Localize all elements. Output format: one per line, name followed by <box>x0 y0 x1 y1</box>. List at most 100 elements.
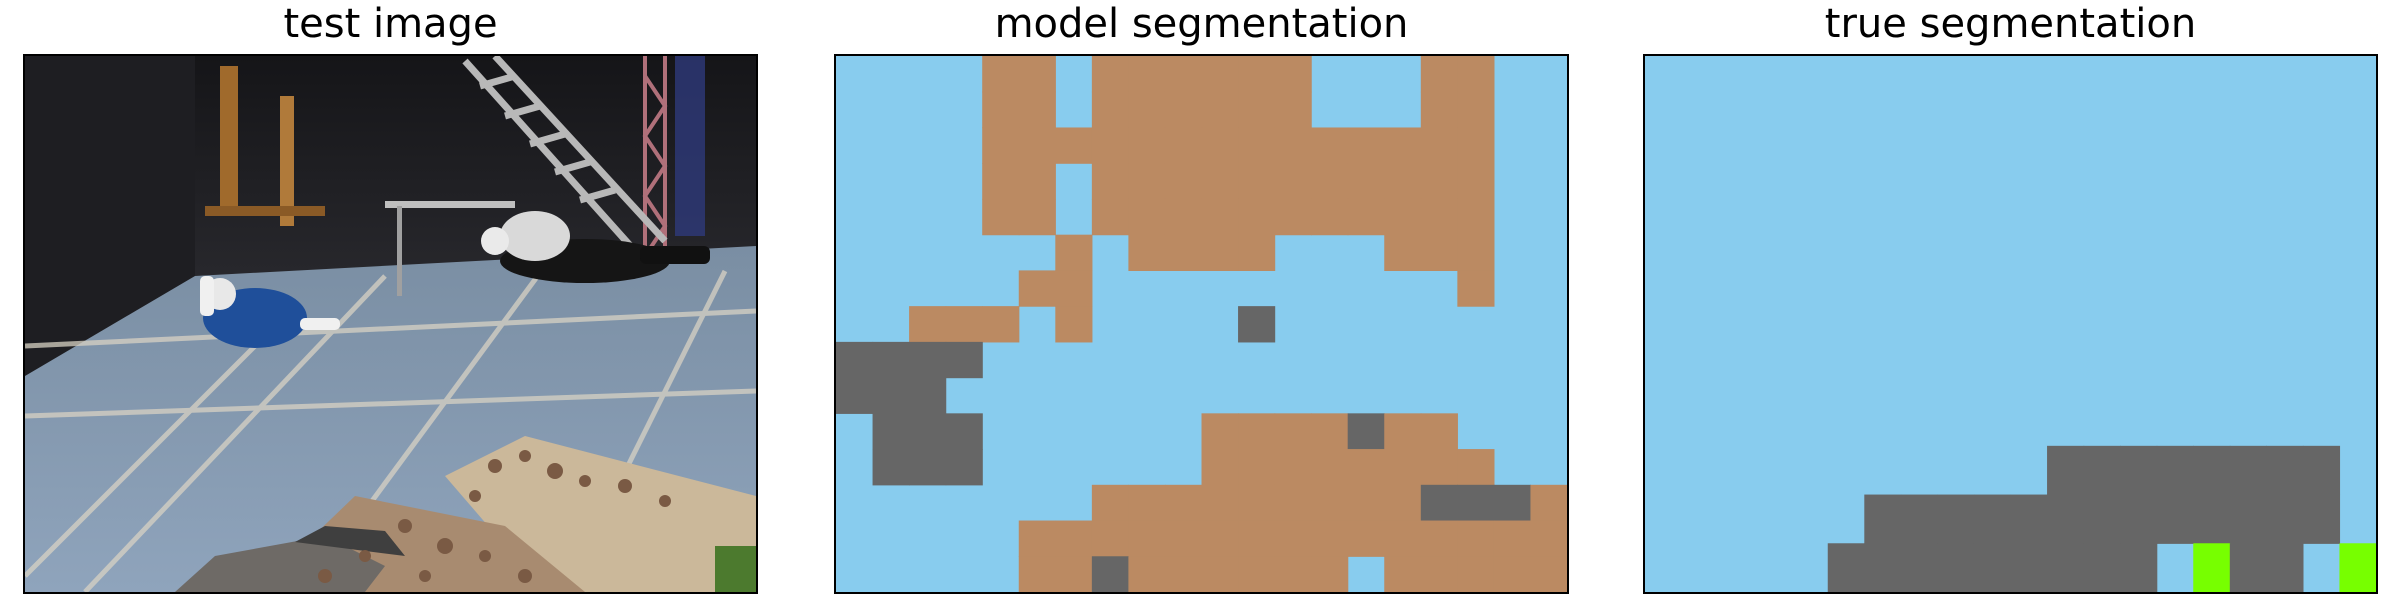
tan-cell <box>1420 413 1458 450</box>
left-wall <box>25 56 195 376</box>
tan-cell <box>1274 413 1312 450</box>
tan-cell <box>1311 413 1349 450</box>
tan-cell <box>1055 270 1093 307</box>
tan-cell <box>1274 91 1312 129</box>
gray-cell <box>2010 543 2048 592</box>
gray-cell <box>836 341 874 379</box>
tan-cell <box>1055 234 1093 271</box>
tan-cell <box>1420 56 1458 93</box>
gray-cell <box>1827 543 1865 592</box>
tan-cell <box>1311 127 1349 164</box>
tan-cell <box>982 163 1020 200</box>
tan-cell <box>1091 163 1129 200</box>
tan-cell <box>1384 413 1422 450</box>
tan-cell <box>1457 234 1495 271</box>
tan-cell <box>1018 520 1056 557</box>
model-segmentation-grid <box>836 56 1567 592</box>
tan-cell <box>1384 163 1422 200</box>
gray-cell <box>2083 543 2121 592</box>
tan-cell <box>1347 198 1385 236</box>
tan-cell <box>1091 127 1129 164</box>
gray-cell <box>1937 543 1975 592</box>
tan-cell <box>1128 484 1166 522</box>
tan-cell <box>945 306 983 343</box>
gray-cell <box>872 341 910 379</box>
tan-cell <box>1091 520 1129 557</box>
tan-cell <box>1420 198 1458 236</box>
tan-cell <box>1384 449 1422 486</box>
tan-cell <box>1274 449 1312 486</box>
tan-cell <box>1384 484 1422 522</box>
truss <box>642 56 668 266</box>
tan-cell <box>1164 198 1203 236</box>
tan-cell <box>1018 56 1056 93</box>
tan-cell <box>1457 270 1495 307</box>
tan-cell <box>1091 91 1129 129</box>
lying-figure <box>481 211 710 283</box>
tan-cell <box>1201 198 1239 236</box>
gray-cell <box>1900 543 1938 592</box>
tan-cell <box>1128 127 1166 164</box>
tan-cell <box>1201 556 1239 592</box>
tan-cell <box>1238 520 1276 557</box>
gray-cell <box>872 377 910 414</box>
tan-cell <box>1238 198 1276 236</box>
lime-cell <box>2339 543 2376 592</box>
tan-cell <box>1384 198 1422 236</box>
tan-cell <box>1128 556 1166 592</box>
tan-cell <box>1128 234 1166 271</box>
tan-cell <box>1128 520 1166 557</box>
gray-cell <box>1457 484 1495 522</box>
tan-cell <box>1164 127 1203 164</box>
gray-cell <box>2120 445 2158 496</box>
tan-cell <box>1311 449 1349 486</box>
tan-cell <box>1384 234 1422 271</box>
tan-cell <box>1311 198 1349 236</box>
tan-cell <box>1311 556 1349 592</box>
tan-cell <box>1274 127 1312 164</box>
tan-cell <box>909 306 947 343</box>
gray-cell <box>2266 543 2304 592</box>
tan-cell <box>982 306 1020 343</box>
gray-cell <box>2047 445 2085 496</box>
gray-cell <box>1420 484 1458 522</box>
blue-mannequin <box>200 276 340 348</box>
tan-cell <box>1493 556 1532 592</box>
gray-cell <box>2266 445 2304 496</box>
tan-cell <box>1055 556 1093 592</box>
tan-cell <box>1457 449 1495 486</box>
gray-cell <box>2120 494 2158 544</box>
tan-cell <box>1420 520 1458 557</box>
tan-cell <box>1238 449 1276 486</box>
tan-cell <box>1420 91 1458 129</box>
tan-cell <box>1238 91 1276 129</box>
gray-cell <box>1937 494 1975 544</box>
tan-cell <box>1311 520 1349 557</box>
tan-cell <box>1420 449 1458 486</box>
tan-cell <box>1055 520 1093 557</box>
gray-cell <box>2193 494 2231 544</box>
tan-cell <box>1018 163 1056 200</box>
tan-cell <box>1201 127 1239 164</box>
tan-cell <box>1128 198 1166 236</box>
tan-cell <box>1420 234 1458 271</box>
gray-cell <box>2302 445 2341 496</box>
gray-cell <box>909 377 947 414</box>
tan-cell <box>1091 56 1129 93</box>
gray-cell <box>2083 494 2121 544</box>
tan-cell <box>1347 127 1385 164</box>
gray-cell <box>2047 543 2085 592</box>
tan-cell <box>1128 91 1166 129</box>
tan-cell <box>1164 163 1203 200</box>
tan-cell <box>1128 56 1166 93</box>
tan-cell <box>1274 56 1312 93</box>
tan-cell <box>1201 449 1239 486</box>
tan-cell <box>1055 306 1093 343</box>
tan-cell <box>1164 91 1203 129</box>
tan-cell <box>1201 234 1239 271</box>
gray-cell <box>909 413 947 450</box>
equipment-stand <box>205 66 515 296</box>
tan-cell <box>1420 556 1458 592</box>
tan-cell <box>1238 127 1276 164</box>
gray-cell <box>945 413 983 450</box>
